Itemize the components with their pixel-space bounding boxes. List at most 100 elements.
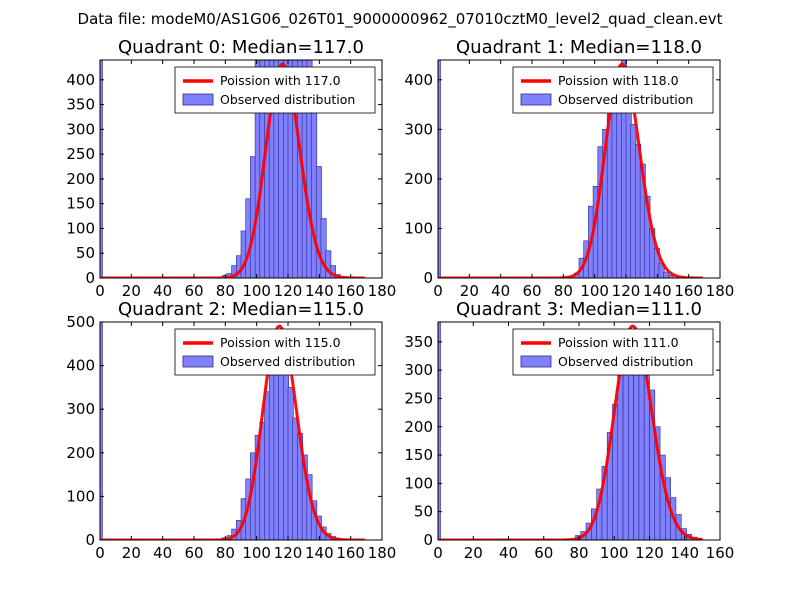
legend-entry-bars: Observed distribution <box>558 92 693 107</box>
y-tick-label: 0 <box>423 531 433 549</box>
x-tick-label: 60 <box>522 282 541 300</box>
legend: Poission with 118.0 Observed distribution <box>512 66 714 114</box>
x-tick-label: 100 <box>242 544 271 562</box>
histogram-bar <box>622 347 629 540</box>
panel-quadrant-3: Quadrant 3: Median=111.0 0 20 40 60 80 100 120… <box>404 299 734 562</box>
y-tick-label: 0 <box>85 269 95 287</box>
histogram-bar <box>438 322 441 540</box>
x-tick-label: 140 <box>643 282 672 300</box>
histogram-bar <box>278 60 285 278</box>
y-tick-label: 400 <box>404 71 433 89</box>
y-tick-label: 0 <box>85 531 95 549</box>
legend-entry-bars: Observed distribution <box>558 354 693 369</box>
x-tick-label: 140 <box>670 544 699 562</box>
x-tick-label: 60 <box>184 282 203 300</box>
legend-entry-curve: Poission with 118.0 <box>558 73 679 88</box>
histogram-bar <box>438 60 441 278</box>
y-tick-label: 300 <box>404 361 433 379</box>
x-tick-label: 40 <box>153 544 172 562</box>
x-tick-label: 160 <box>336 282 365 300</box>
histogram-bar <box>325 250 332 278</box>
x-tick-label: 160 <box>706 544 735 562</box>
y-tick-label: 500 <box>66 313 95 331</box>
legend: Poission with 111.0 Observed distribution <box>512 328 714 376</box>
y-tick-label: 350 <box>404 333 433 351</box>
y-tick-label: 250 <box>404 389 433 407</box>
legend-entry-curve: Poission with 115.0 <box>220 335 341 350</box>
x-tick-label: 40 <box>491 282 510 300</box>
legend-box <box>512 328 714 376</box>
panel-title: Quadrant 2: Median=115.0 <box>118 299 364 320</box>
x-tick-label: 0 <box>433 282 443 300</box>
legend-bar-swatch <box>520 93 552 106</box>
y-tick-label: 300 <box>66 120 95 138</box>
x-tick-label: 60 <box>184 544 203 562</box>
y-tick-label: 100 <box>404 474 433 492</box>
plot-area: 0 20 40 60 80 100 120 140 160 1800501001502002503… <box>66 59 397 300</box>
y-tick-label: 300 <box>404 120 433 138</box>
x-tick-label: 40 <box>499 544 518 562</box>
histogram-bar <box>100 60 103 278</box>
x-tick-label: 60 <box>534 544 553 562</box>
x-tick-label: 100 <box>242 282 271 300</box>
x-tick-label: 80 <box>216 282 235 300</box>
x-tick-label: 120 <box>274 544 303 562</box>
poisson-curve <box>438 62 704 278</box>
x-tick-label: 120 <box>612 282 641 300</box>
x-tick-label: 20 <box>122 544 141 562</box>
x-tick-label: 0 <box>95 282 105 300</box>
panel-quadrant-0: Quadrant 0: Median=117.0 0 20 40 60 80 100 120… <box>66 37 397 300</box>
y-tick-label: 200 <box>404 418 433 436</box>
y-tick-label: 100 <box>66 487 95 505</box>
legend-bar-swatch <box>520 355 552 368</box>
legend-entry-curve: Poission with 117.0 <box>220 73 341 88</box>
legend: Poission with 115.0 Observed distribution <box>174 328 376 376</box>
y-tick-label: 350 <box>66 96 95 114</box>
x-tick-label: 140 <box>305 544 334 562</box>
panel-title: Quadrant 3: Median=111.0 <box>456 299 702 320</box>
poisson-curve <box>100 62 366 278</box>
x-tick-label: 80 <box>569 544 588 562</box>
x-tick-label: 120 <box>274 282 303 300</box>
axes-frame <box>99 59 383 279</box>
legend-bar-swatch <box>182 355 214 368</box>
plot-area: 0 20 40 60 80 100 120 140 160 1800100200300400500… <box>66 313 396 562</box>
legend-entry-curve: Poission with 111.0 <box>558 335 679 350</box>
y-tick-label: 200 <box>66 170 95 188</box>
legend-bar-swatch <box>182 93 214 106</box>
x-tick-label: 80 <box>554 282 573 300</box>
y-tick-label: 150 <box>66 195 95 213</box>
x-tick-label: 0 <box>433 544 443 562</box>
y-tick-label: 50 <box>414 503 433 521</box>
poisson-curve <box>100 324 366 540</box>
x-tick-label: 40 <box>153 282 172 300</box>
x-tick-label: 160 <box>336 544 365 562</box>
y-tick-label: 100 <box>404 219 433 237</box>
legend-entry-bars: Observed distribution <box>220 92 355 107</box>
legend-entry-bars: Observed distribution <box>220 354 355 369</box>
x-tick-label: 20 <box>460 282 479 300</box>
panel-title: Quadrant 1: Median=118.0 <box>456 37 702 58</box>
x-tick-label: 120 <box>635 544 664 562</box>
y-tick-label: 100 <box>66 219 95 237</box>
legend: Poission with 117.0 Observed distribution <box>174 66 376 114</box>
panel-quadrant-1: Quadrant 1: Median=118.0 0 20 40 60 80 100 120… <box>404 37 734 300</box>
y-tick-label: 0 <box>423 269 433 287</box>
x-tick-label: 180 <box>368 282 397 300</box>
x-tick-label: 160 <box>674 282 703 300</box>
x-tick-label: 100 <box>580 282 609 300</box>
y-tick-label: 200 <box>66 444 95 462</box>
y-tick-label: 250 <box>66 145 95 163</box>
x-tick-label: 20 <box>464 544 483 562</box>
axes-frame <box>437 59 721 279</box>
histogram-bar <box>638 352 645 540</box>
y-tick-label: 200 <box>404 170 433 188</box>
y-tick-label: 300 <box>66 400 95 418</box>
x-tick-label: 180 <box>706 282 735 300</box>
plot-content <box>438 60 704 278</box>
y-tick-label: 400 <box>66 357 95 375</box>
x-tick-label: 140 <box>305 282 334 300</box>
y-tick-label: 50 <box>76 244 95 262</box>
